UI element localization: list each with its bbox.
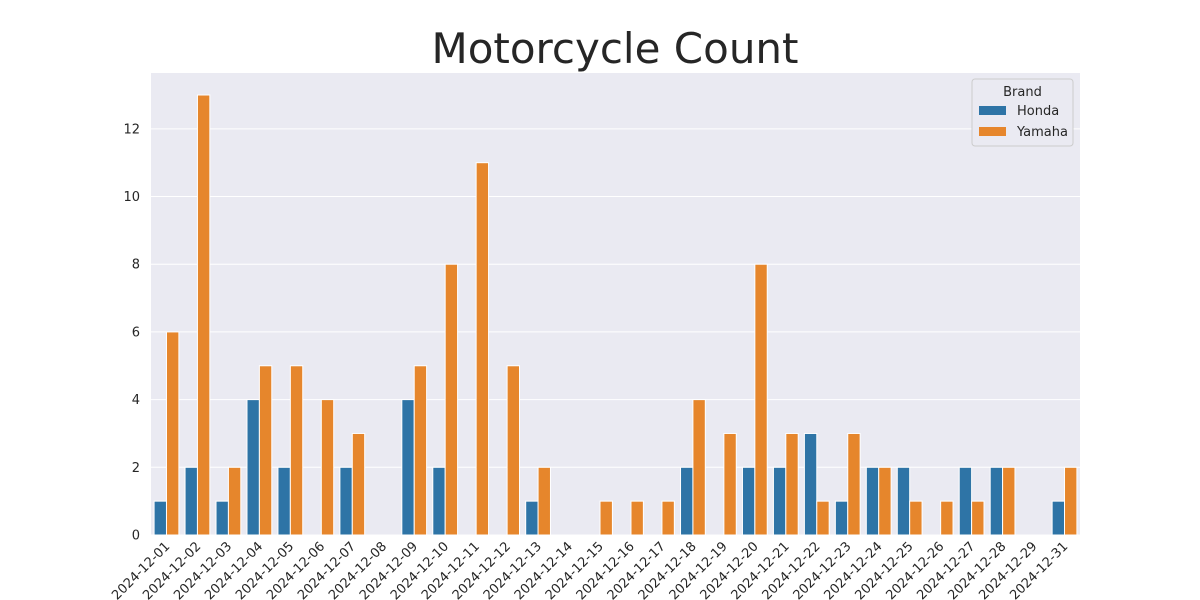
bar-honda-2024-12-05 bbox=[277, 466, 291, 536]
bar-yamaha-2024-12-28 bbox=[1002, 466, 1016, 536]
bar-honda-2024-12-20 bbox=[741, 466, 756, 536]
bar-yamaha-2024-12-04 bbox=[258, 365, 273, 536]
bar-yamaha-2024-12-26 bbox=[940, 500, 954, 536]
y-tick-label: 6 bbox=[132, 325, 140, 340]
bar-yamaha-2024-12-03 bbox=[227, 466, 242, 536]
bar-yamaha-2024-12-12 bbox=[506, 365, 521, 536]
bar-yamaha-2024-12-15 bbox=[599, 500, 613, 536]
legend: Brand Honda Yamaha bbox=[971, 78, 1074, 147]
bar-honda-2024-12-13 bbox=[525, 500, 539, 536]
bar-yamaha-2024-12-25 bbox=[909, 500, 923, 536]
grid-lines bbox=[151, 128, 1080, 536]
bar-honda-2024-12-22 bbox=[803, 432, 818, 536]
bars bbox=[153, 94, 1078, 536]
y-tick-label: 0 bbox=[132, 529, 140, 544]
y-tick-label: 10 bbox=[123, 190, 140, 205]
plot-background bbox=[151, 73, 1080, 535]
bar-honda-2024-12-07 bbox=[339, 466, 353, 536]
bar-yamaha-2024-12-05 bbox=[289, 365, 304, 536]
y-tick-label: 12 bbox=[123, 122, 140, 137]
bar-yamaha-2024-12-02 bbox=[196, 94, 211, 536]
legend-label-honda: Honda bbox=[1017, 104, 1059, 119]
bar-yamaha-2024-12-23 bbox=[847, 432, 861, 536]
bar-honda-2024-12-27 bbox=[958, 466, 973, 536]
y-tick-label: 2 bbox=[132, 461, 140, 476]
bar-yamaha-2024-12-20 bbox=[754, 263, 768, 536]
bar-yamaha-2024-12-22 bbox=[816, 500, 830, 536]
bar-yamaha-2024-12-01 bbox=[165, 331, 180, 536]
bar-yamaha-2024-12-31 bbox=[1064, 466, 1078, 536]
bar-yamaha-2024-12-07 bbox=[351, 432, 366, 536]
bar-honda-2024-12-28 bbox=[989, 466, 1004, 536]
bar-honda-2024-12-24 bbox=[865, 466, 880, 536]
bar-honda-2024-12-25 bbox=[896, 466, 911, 536]
bar-yamaha-2024-12-13 bbox=[537, 466, 551, 536]
bar-honda-2024-12-02 bbox=[184, 466, 198, 536]
bar-honda-2024-12-09 bbox=[401, 399, 415, 536]
bar-honda-2024-12-01 bbox=[153, 500, 167, 536]
bar-yamaha-2024-12-11 bbox=[475, 162, 490, 536]
legend-swatch-honda bbox=[979, 106, 1006, 115]
bar-yamaha-2024-12-10 bbox=[444, 263, 459, 536]
bar-yamaha-2024-12-21 bbox=[785, 432, 799, 536]
bar-yamaha-2024-12-17 bbox=[661, 500, 675, 536]
bar-yamaha-2024-12-24 bbox=[878, 466, 892, 536]
bar-honda-2024-12-10 bbox=[432, 466, 446, 536]
bar-yamaha-2024-12-09 bbox=[413, 365, 428, 536]
bar-honda-2024-12-18 bbox=[680, 466, 694, 536]
bar-honda-2024-12-31 bbox=[1051, 500, 1066, 536]
legend-swatch-yamaha bbox=[979, 127, 1006, 136]
bar-honda-2024-12-21 bbox=[772, 466, 787, 536]
bar-honda-2024-12-03 bbox=[215, 500, 229, 536]
y-axis-ticks: 0 2 4 6 8 10 12 bbox=[123, 122, 140, 543]
bar-yamaha-2024-12-16 bbox=[630, 500, 644, 536]
x-axis-ticks: 2024-12-012024-12-022024-12-032024-12-04… bbox=[109, 539, 1071, 600]
chart-title: Motorcycle Count bbox=[431, 24, 799, 73]
legend-title: Brand bbox=[1003, 85, 1042, 100]
y-tick-label: 4 bbox=[132, 393, 140, 408]
bar-yamaha-2024-12-18 bbox=[692, 399, 706, 536]
bar-yamaha-2024-12-19 bbox=[723, 432, 737, 536]
y-tick-label: 8 bbox=[132, 258, 140, 273]
bar-yamaha-2024-12-06 bbox=[320, 399, 335, 536]
bar-honda-2024-12-04 bbox=[246, 399, 260, 536]
bar-honda-2024-12-23 bbox=[834, 500, 849, 536]
bar-yamaha-2024-12-27 bbox=[971, 500, 985, 536]
legend-label-yamaha: Yamaha bbox=[1016, 125, 1068, 140]
